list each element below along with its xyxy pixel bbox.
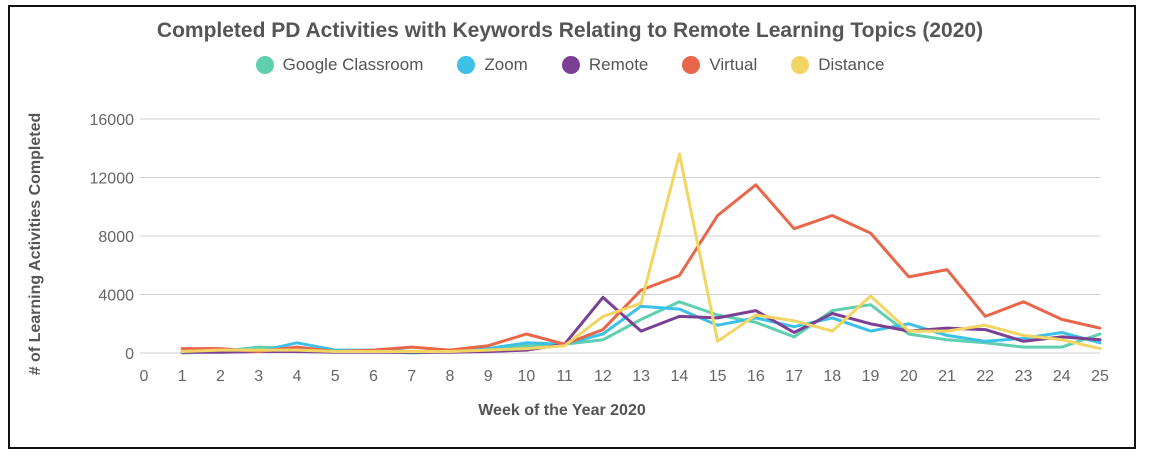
x-tick-label: 16 — [747, 368, 765, 385]
x-tick-label: 18 — [823, 368, 841, 385]
x-tick-label: 5 — [331, 368, 340, 385]
legend-item-distance: Distance — [791, 55, 884, 75]
x-tick-label: 3 — [254, 368, 263, 385]
legend-label: Remote — [588, 55, 649, 74]
x-tick-label: 23 — [1015, 368, 1033, 385]
x-tick-label: 1 — [178, 368, 187, 385]
x-tick-label: 19 — [862, 368, 880, 385]
x-axis-title: Week of the Year 2020 — [478, 402, 646, 419]
x-tick-label: 11 — [556, 368, 573, 385]
x-tick-label: 20 — [900, 368, 918, 385]
y-tick-label: 0 — [125, 346, 134, 363]
y-tick-label: 12000 — [90, 171, 135, 188]
legend-item-zoom: Zoom — [457, 55, 528, 75]
x-tick-label: 25 — [1091, 368, 1109, 385]
y-axis-title: # of Learning Activities Completed — [27, 113, 44, 376]
legend-item-google-classroom: Google Classroom — [255, 55, 424, 75]
series-line-virtual — [180, 183, 1102, 353]
chart-legend: Google Classroom Zoom Remote Virtual Distanc… — [10, 55, 1130, 75]
x-tick-label: 17 — [785, 368, 803, 385]
x-tick-label: 8 — [445, 368, 454, 385]
x-tick-label: 4 — [293, 368, 302, 385]
x-tick-label: 13 — [632, 368, 650, 385]
x-tick-label: 24 — [1053, 368, 1071, 385]
x-tick-label: 6 — [369, 368, 378, 385]
legend-label: Google Classroom — [282, 55, 424, 74]
x-tick-label: 12 — [594, 368, 612, 385]
y-tick-label: 4000 — [98, 288, 134, 305]
legend-item-virtual: Virtual — [682, 55, 757, 75]
x-tick-label: 21 — [938, 368, 956, 385]
x-tick-label: 15 — [709, 368, 727, 385]
legend-label: Virtual — [709, 55, 758, 74]
legend-swatch-icon — [561, 56, 580, 74]
chart-title: Completed PD Activities with Keywords Re… — [156, 19, 984, 42]
legend-swatch-icon — [457, 56, 476, 74]
series-line-distance — [180, 152, 1102, 353]
x-tick-label: 22 — [976, 368, 994, 385]
legend-label: Zoom — [484, 55, 528, 74]
x-tick-label: 10 — [518, 368, 536, 385]
legend-swatch-icon — [255, 56, 274, 74]
legend-item-remote: Remote — [561, 55, 649, 75]
x-tick-label: 14 — [670, 368, 688, 385]
y-tick-label: 8000 — [98, 229, 134, 246]
x-tick-label: 0 — [140, 368, 149, 385]
legend-label: Distance — [818, 55, 885, 74]
chart-frame: Completed PD Activities with Keywords Re… — [8, 5, 1136, 449]
x-tick-label: 9 — [484, 368, 493, 385]
legend-swatch-icon — [791, 56, 810, 74]
x-tick-label: 2 — [216, 368, 225, 385]
legend-swatch-icon — [682, 56, 701, 74]
y-tick-label: 16000 — [90, 112, 135, 129]
x-tick-label: 7 — [407, 368, 416, 385]
